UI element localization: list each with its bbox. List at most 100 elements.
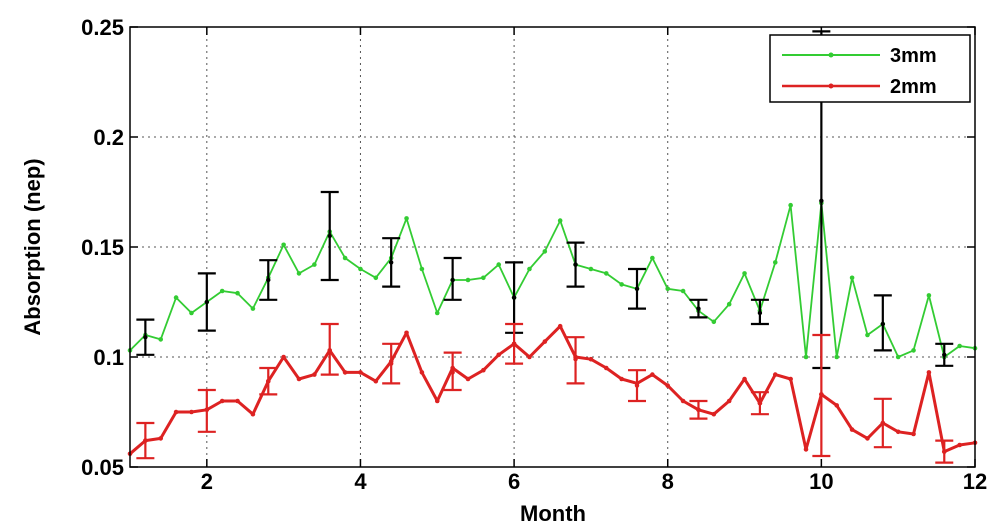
data-point-3mm — [404, 216, 409, 221]
data-point-2mm — [726, 398, 732, 404]
data-point-3mm — [895, 354, 901, 360]
error-bar-2mm — [136, 421, 155, 460]
data-point-2mm — [557, 323, 563, 329]
data-point-2mm — [158, 436, 164, 441]
error-bar-3mm — [689, 298, 708, 319]
data-point-3mm — [434, 310, 440, 316]
error-bar-2mm — [443, 351, 462, 392]
x-axis-label: Month — [520, 501, 586, 523]
series-line-2mm — [129, 324, 976, 455]
data-point-3mm — [158, 337, 164, 342]
data-point-2mm — [496, 352, 502, 358]
error-bar-3mm — [136, 318, 155, 356]
error-bar-center — [819, 198, 824, 203]
x-tick-label: 12 — [963, 469, 987, 494]
error-bar-center — [143, 438, 148, 443]
legend-marker-3mm — [828, 52, 834, 58]
error-bar-center — [388, 260, 394, 265]
data-point-3mm — [665, 286, 671, 292]
error-bar-center — [696, 306, 701, 311]
data-point-3mm — [542, 249, 548, 254]
data-point-3mm — [557, 218, 563, 223]
data-point-3mm — [465, 277, 471, 283]
data-point-3mm — [235, 290, 240, 296]
data-point-2mm — [788, 376, 793, 382]
y-tick-label: 0.2 — [93, 125, 124, 150]
data-point-3mm — [603, 271, 609, 276]
error-bar-3mm — [443, 256, 462, 301]
error-bar-2mm — [935, 439, 954, 464]
error-bar-3mm — [259, 259, 278, 301]
error-bar-center — [696, 407, 701, 412]
x-tick-label: 6 — [508, 469, 520, 494]
error-bar-2mm — [505, 322, 524, 365]
data-point-3mm — [296, 271, 302, 276]
data-point-2mm — [373, 378, 379, 384]
data-point-2mm — [619, 376, 624, 382]
data-point-3mm — [849, 275, 855, 281]
data-point-2mm — [358, 370, 363, 375]
y-tick-label: 0.15 — [81, 235, 124, 260]
error-bar-3mm — [873, 294, 892, 352]
error-bar-center — [942, 449, 947, 454]
error-bar-3mm — [935, 342, 954, 367]
data-point-3mm — [527, 266, 532, 272]
y-tick-labels: 0.05 0.1 0.15 0.2 0.25 — [81, 15, 124, 480]
data-point-3mm — [312, 262, 317, 267]
data-point-3mm — [588, 266, 594, 272]
error-bar-center — [450, 370, 455, 375]
error-bar-2mm — [197, 388, 216, 433]
data-point-3mm — [342, 255, 348, 261]
data-point-3mm — [772, 260, 778, 265]
data-point-2mm — [895, 429, 901, 435]
data-point-3mm — [358, 266, 363, 272]
y-tick-label: 0.1 — [93, 345, 124, 370]
data-point-2mm — [527, 354, 532, 360]
error-bar-center — [634, 286, 640, 291]
data-point-2mm — [650, 372, 655, 377]
x-tick-labels: 2 4 6 8 10 12 — [201, 469, 988, 494]
data-point-3mm — [373, 275, 379, 281]
data-point-2mm — [665, 383, 671, 388]
data-point-2mm — [189, 409, 194, 415]
error-bar-3mm — [320, 190, 339, 282]
data-point-3mm — [650, 255, 655, 261]
data-point-2mm — [926, 370, 932, 375]
data-point-2mm — [296, 376, 302, 382]
data-point-3mm — [250, 306, 256, 311]
error-bar-3mm — [505, 261, 524, 334]
data-point-2mm — [834, 403, 840, 408]
data-point-3mm — [726, 301, 732, 307]
legend-entry-3mm: 3mm — [782, 45, 937, 67]
data-point-3mm — [865, 332, 870, 338]
error-bar-center — [327, 233, 332, 239]
error-bar-center — [450, 277, 455, 283]
data-point-2mm — [219, 398, 225, 404]
error-bar-center — [942, 352, 947, 357]
error-bar-2mm — [259, 366, 278, 396]
error-bar-3mm — [197, 272, 216, 332]
error-bar-center — [634, 383, 640, 388]
error-bar-center — [143, 335, 148, 340]
data-point-2mm — [173, 409, 179, 415]
error-bar-2mm — [873, 397, 892, 449]
data-point-2mm — [865, 436, 870, 441]
data-point-3mm — [173, 295, 179, 300]
error-bar-center — [757, 401, 763, 406]
legend-entry-2mm: 2mm — [782, 76, 937, 98]
data-point-3mm — [742, 271, 747, 276]
data-point-3mm — [803, 354, 809, 360]
error-bar-center — [204, 407, 210, 412]
data-point-3mm — [911, 348, 916, 353]
data-point-2mm — [419, 370, 425, 375]
data-point-2mm — [235, 398, 240, 404]
data-point-2mm — [957, 442, 962, 448]
error-bar-2mm — [812, 333, 831, 458]
error-bar-center — [819, 392, 824, 397]
series-3mm — [127, 200, 978, 360]
legend-label-2mm: 2mm — [890, 76, 937, 98]
error-bar-center — [266, 277, 271, 283]
legend-marker-2mm — [828, 83, 834, 89]
error-bar-center — [573, 262, 578, 267]
data-point-3mm — [834, 354, 840, 360]
